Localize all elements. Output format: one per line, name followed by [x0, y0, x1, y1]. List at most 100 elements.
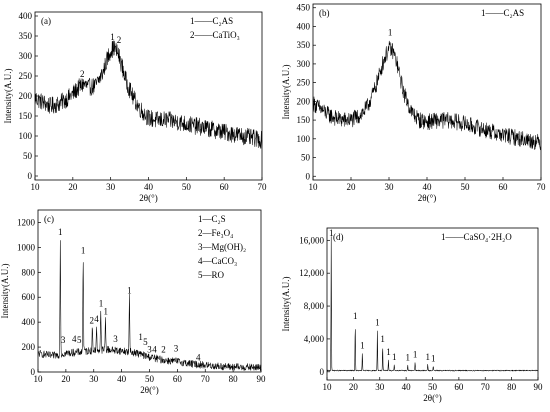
y-tick-label: 0 — [306, 171, 311, 181]
peak-label: 1 — [360, 340, 365, 350]
y-tick-label: 8,000 — [304, 301, 325, 311]
peak-label: 1 — [103, 307, 108, 317]
x-tick-label: 20 — [349, 382, 359, 392]
x-tick-label: 50 — [461, 182, 471, 192]
y-tick-label: 1200 — [17, 217, 36, 227]
y-tick-label: 400 — [19, 11, 33, 21]
y-tick-label: 250 — [297, 78, 311, 88]
x-tick-label: 40 — [402, 382, 412, 392]
y-tick-label: 250 — [19, 71, 33, 81]
legend-item: 1——C₂AS — [190, 16, 233, 26]
peak-label: 1 — [81, 245, 86, 255]
y-tick-label: 100 — [19, 131, 33, 141]
peak-label: 1 — [138, 332, 143, 342]
legend-item: 2—Fe₃O₄ — [198, 228, 233, 238]
peak-label: 2 — [80, 69, 85, 79]
peak-label: 3 — [174, 343, 179, 353]
x-axis-label: 2θ(°) — [140, 385, 158, 395]
data-series-line — [326, 236, 539, 372]
x-tick-label: 80 — [229, 374, 239, 384]
data-series-line — [312, 40, 542, 151]
y-tick-label: 50 — [23, 151, 33, 161]
x-tick-label: 70 — [537, 182, 547, 192]
x-tick-label: 70 — [201, 374, 211, 384]
peak-label: 2 — [90, 315, 95, 325]
y-tick-label: 4,000 — [304, 334, 325, 344]
legend-item: 1—C₂S — [198, 214, 226, 224]
panel-label: (a) — [41, 16, 51, 26]
legend-item: 1——C₂AS — [481, 8, 524, 18]
x-tick-label: 30 — [385, 182, 395, 192]
x-tick-label: 50 — [182, 182, 192, 192]
y-tick-label: 350 — [19, 31, 33, 41]
peak-label: 3 — [113, 334, 118, 344]
y-tick-label: 600 — [22, 292, 36, 302]
y-tick-label: 150 — [297, 115, 311, 125]
legend-item: 3—Mg(OH)₂ — [198, 242, 246, 252]
panel-label: (d) — [333, 232, 344, 242]
peak-label: 1 — [431, 354, 436, 364]
y-axis-label: Intensity(A.U.) — [281, 65, 291, 120]
x-tick-label: 10 — [309, 182, 319, 192]
x-tick-label: 40 — [144, 182, 154, 192]
y-tick-label: 200 — [297, 96, 311, 106]
y-tick-label: 450 — [297, 3, 311, 13]
y-tick-label: 200 — [22, 342, 36, 352]
x-axis-label: 2θ(°) — [139, 193, 157, 203]
x-tick-label: 60 — [220, 182, 230, 192]
x-tick-label: 30 — [375, 382, 385, 392]
y-tick-label: 400 — [22, 317, 36, 327]
y-tick-label: 0 — [320, 367, 325, 377]
peak-label: 1 — [353, 311, 358, 321]
y-tick-label: 100 — [297, 134, 311, 144]
y-tick-label: 50 — [301, 153, 311, 163]
peak-label: 2 — [161, 345, 166, 355]
peak-label: 1 — [329, 228, 334, 238]
panel-label: (b) — [319, 8, 330, 18]
y-tick-label: 12,000 — [299, 268, 324, 278]
y-tick-label: 0 — [28, 171, 33, 181]
y-tick-label: 1000 — [17, 242, 36, 252]
x-tick-label: 30 — [106, 182, 116, 192]
peak-label: 4 — [196, 353, 201, 363]
x-tick-label: 50 — [428, 382, 438, 392]
x-tick-label: 90 — [257, 374, 267, 384]
y-tick-label: 200 — [19, 91, 33, 101]
y-tick-label: 300 — [297, 59, 311, 69]
y-tick-label: 350 — [297, 40, 311, 50]
y-tick-label: 300 — [19, 51, 33, 61]
peak-label: 1 — [405, 353, 410, 363]
panel-d: 10 20 30 40 50 60 70 80 90 0 4,000 8,000 12,000 16,00… — [281, 227, 544, 403]
peak-label: 3 — [147, 345, 152, 355]
x-tick-label: 70 — [258, 182, 268, 192]
x-tick-label: 90 — [534, 382, 544, 392]
peak-label: 1 — [110, 32, 115, 42]
peak-label: 1 — [426, 352, 431, 362]
peak-label: 5 — [143, 337, 148, 347]
data-series-line — [34, 40, 263, 149]
y-axis-label: Intensity(A.U.) — [0, 264, 10, 319]
x-tick-label: 60 — [454, 382, 464, 392]
peak-label: 4 — [152, 345, 157, 355]
peak-label: 1 — [127, 285, 132, 295]
y-axis-label: Intensity(A.U.) — [281, 277, 291, 332]
x-axis-label: 2θ(°) — [418, 193, 436, 203]
peak-label: 1 — [375, 317, 380, 327]
panel-b: 10 20 30 40 50 60 70 0 50 100 150 200 250 300 350 400 45… — [281, 3, 546, 203]
x-tick-label: 20 — [68, 182, 78, 192]
x-tick-label: 10 — [323, 382, 333, 392]
x-tick-label: 60 — [173, 374, 183, 384]
legend-item: 5—RO — [198, 270, 225, 280]
x-tick-label: 70 — [481, 382, 491, 392]
x-tick-label: 20 — [61, 374, 71, 384]
legend-item: 1——CaSO₄·2H₂O — [441, 232, 512, 242]
peak-label: 1 — [99, 298, 104, 308]
y-tick-label: 16,000 — [299, 235, 324, 245]
x-tick-label: 10 — [34, 374, 44, 384]
x-tick-label: 30 — [89, 374, 99, 384]
peak-label: 1 — [392, 352, 397, 362]
panel-c: 10 20 30 40 50 60 70 80 90 0 200 400 600 800 1000 1200 2… — [0, 209, 267, 395]
panel-label: (c) — [44, 214, 54, 224]
data-series-line — [37, 240, 262, 372]
peak-label: 5 — [77, 335, 82, 345]
